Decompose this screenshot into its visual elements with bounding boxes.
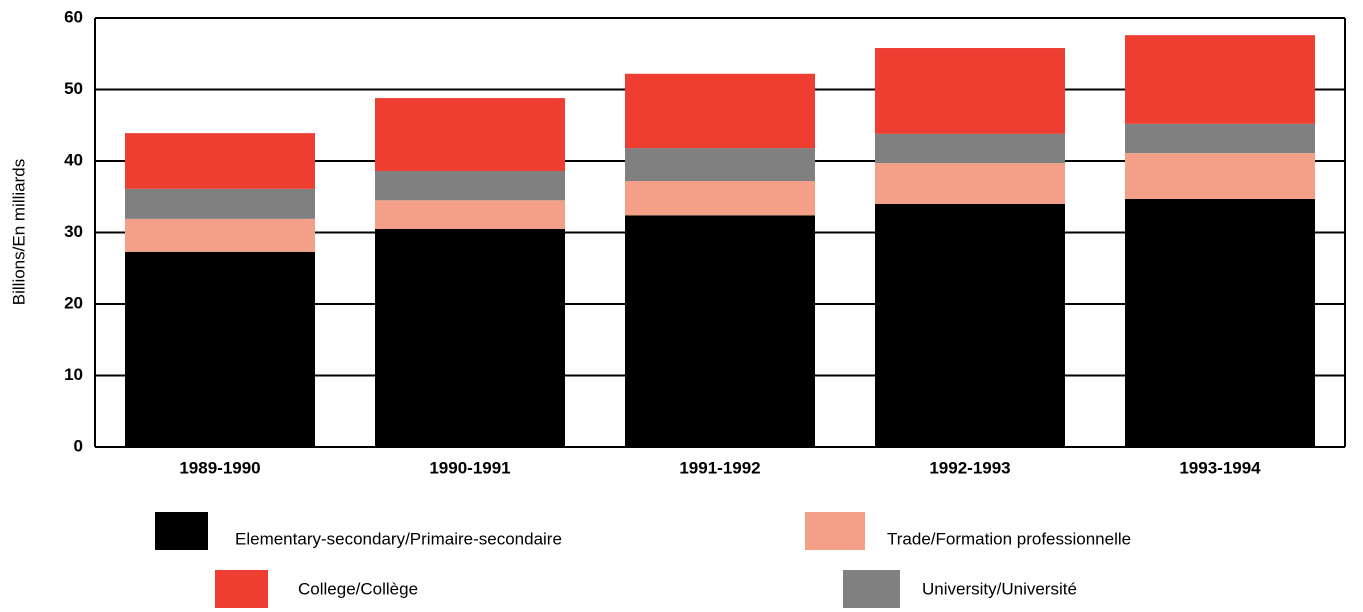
y-axis-label: Billions/En milliards	[9, 159, 28, 305]
bar-segment	[625, 215, 815, 447]
bar-segment	[125, 133, 315, 189]
bar-segment	[1125, 123, 1315, 154]
x-tick-label: 1990-1991	[429, 458, 510, 477]
legend-swatch	[843, 570, 900, 608]
y-tick-label: 50	[64, 79, 83, 98]
bar-segment	[625, 73, 815, 149]
bar-segment	[875, 203, 1065, 447]
legend-swatch	[805, 512, 865, 550]
bar-segment	[375, 171, 565, 201]
bar-segment	[125, 251, 315, 447]
bar-segment	[625, 181, 815, 216]
y-tick-label: 10	[64, 365, 83, 384]
bar-segment	[375, 200, 565, 229]
bar-segment	[125, 218, 315, 252]
y-tick-label: 20	[64, 293, 83, 312]
bar-segment	[375, 228, 565, 447]
legend-label: Elementary-secondary/Primaire-secondaire	[235, 529, 562, 548]
x-tick-label: 1989-1990	[179, 458, 260, 477]
bar-segment	[125, 188, 315, 219]
legend-label: Trade/Formation professionnelle	[887, 529, 1131, 548]
legend-swatch	[215, 570, 268, 608]
y-tick-label: 40	[64, 150, 83, 169]
legend-label: University/Université	[922, 579, 1077, 598]
bar-segment	[375, 98, 565, 172]
y-tick-label: 30	[64, 222, 83, 241]
legend-swatch	[155, 512, 208, 550]
legend-label: College/Collège	[298, 579, 418, 598]
x-tick-label: 1991-1992	[679, 458, 760, 477]
y-tick-label: 60	[64, 7, 83, 26]
x-tick-label: 1993-1994	[1179, 458, 1261, 477]
y-tick-label: 0	[74, 436, 83, 455]
bar-segment	[875, 48, 1065, 134]
x-tick-label: 1992-1993	[929, 458, 1010, 477]
bar-segment	[875, 163, 1065, 204]
bar-segment	[1125, 153, 1315, 199]
bar-segment	[1125, 35, 1315, 124]
bar-segment	[1125, 198, 1315, 447]
bar-segment	[875, 133, 1065, 164]
bar-segment	[625, 148, 815, 182]
